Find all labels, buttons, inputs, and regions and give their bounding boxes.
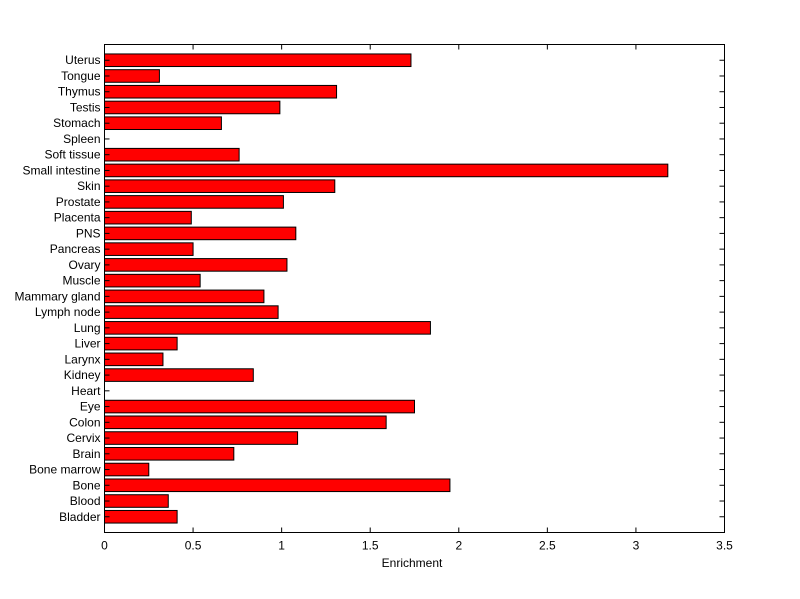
bar-muscle: [104, 273, 201, 288]
bar-kidney: [104, 368, 254, 382]
y-tick-label: Soft tissue: [44, 148, 100, 162]
bar-ovary: [104, 258, 288, 272]
y-tick-label: Uterus: [65, 53, 100, 67]
bar-skin: [104, 179, 336, 193]
bar-lung: [104, 321, 431, 335]
bar-bone-marrow: [104, 462, 150, 477]
y-tick-label: Testis: [70, 100, 101, 114]
y-tick-label: Heart: [71, 384, 101, 398]
ticks-layer: [104, 44, 725, 533]
bar-small-intestine: [104, 163, 669, 178]
x-tick-label: 3.5: [716, 539, 733, 553]
bar-uterus: [104, 53, 412, 68]
y-tick-label: Tongue: [61, 69, 101, 83]
bar-colon: [104, 415, 387, 430]
bar-pancreas: [104, 242, 194, 256]
y-tick-label: Bone: [72, 478, 100, 492]
bar-thymus: [104, 84, 338, 99]
y-tick-label: Pancreas: [50, 242, 101, 256]
y-tick-label: Eye: [80, 400, 101, 414]
bar-larynx: [104, 352, 164, 367]
bar-bladder: [104, 509, 178, 524]
y-tick-label: Cervix: [66, 431, 100, 445]
bar-lymph-node: [104, 305, 279, 319]
bar-testis: [104, 100, 281, 115]
bar-stomach: [104, 116, 222, 131]
y-tick-label: Brain: [72, 447, 100, 461]
y-tick-label: Bladder: [59, 510, 100, 524]
y-tick-label: Spleen: [63, 132, 100, 146]
y-tick-label: Muscle: [62, 274, 100, 288]
bar-liver: [104, 336, 178, 351]
y-tick-label: Thymus: [58, 85, 101, 99]
y-tick-label: Small intestine: [22, 163, 100, 177]
bar-eye: [104, 399, 415, 414]
bar-tongue: [104, 69, 160, 83]
x-tick-label: 2.5: [539, 539, 556, 553]
axes-box: [104, 44, 725, 533]
y-tick-label: Stomach: [53, 116, 100, 130]
x-tick-label: 2: [455, 539, 462, 553]
y-tick-label: Placenta: [54, 211, 101, 225]
bar-bone: [104, 478, 451, 493]
x-axis-title: Enrichment: [382, 556, 443, 570]
bars-layer: [104, 53, 669, 524]
bar-pns: [104, 226, 297, 241]
x-tick-label: 3: [633, 539, 640, 553]
bar-cervix: [104, 431, 299, 445]
bar-soft-tissue: [104, 147, 240, 162]
y-tick-label: Kidney: [64, 368, 101, 382]
y-tick-label: Liver: [74, 337, 100, 351]
bar-blood: [104, 494, 169, 508]
y-tick-label: Ovary: [68, 258, 100, 272]
bar-placenta: [104, 210, 192, 225]
y-tick-label: Lymph node: [35, 305, 101, 319]
y-tick-label: Colon: [69, 415, 100, 429]
bar-mammary-gland: [104, 289, 265, 304]
y-tick-label: Lung: [74, 321, 101, 335]
y-tick-label: Mammary gland: [14, 289, 100, 303]
y-tick-label: PNS: [76, 226, 101, 240]
x-tick-label: 0: [101, 539, 108, 553]
x-tick-label: 1: [278, 539, 285, 553]
y-tick-label: Prostate: [56, 195, 101, 209]
y-tick-label: Larynx: [64, 352, 100, 366]
x-tick-label: 1.5: [362, 539, 379, 553]
bar-brain: [104, 446, 235, 461]
bar-prostate: [104, 195, 284, 209]
y-tick-label: Bone marrow: [29, 463, 101, 477]
y-tick-label: Skin: [77, 179, 100, 193]
y-tick-label: Blood: [70, 494, 101, 508]
x-tick-label: 0.5: [185, 539, 202, 553]
